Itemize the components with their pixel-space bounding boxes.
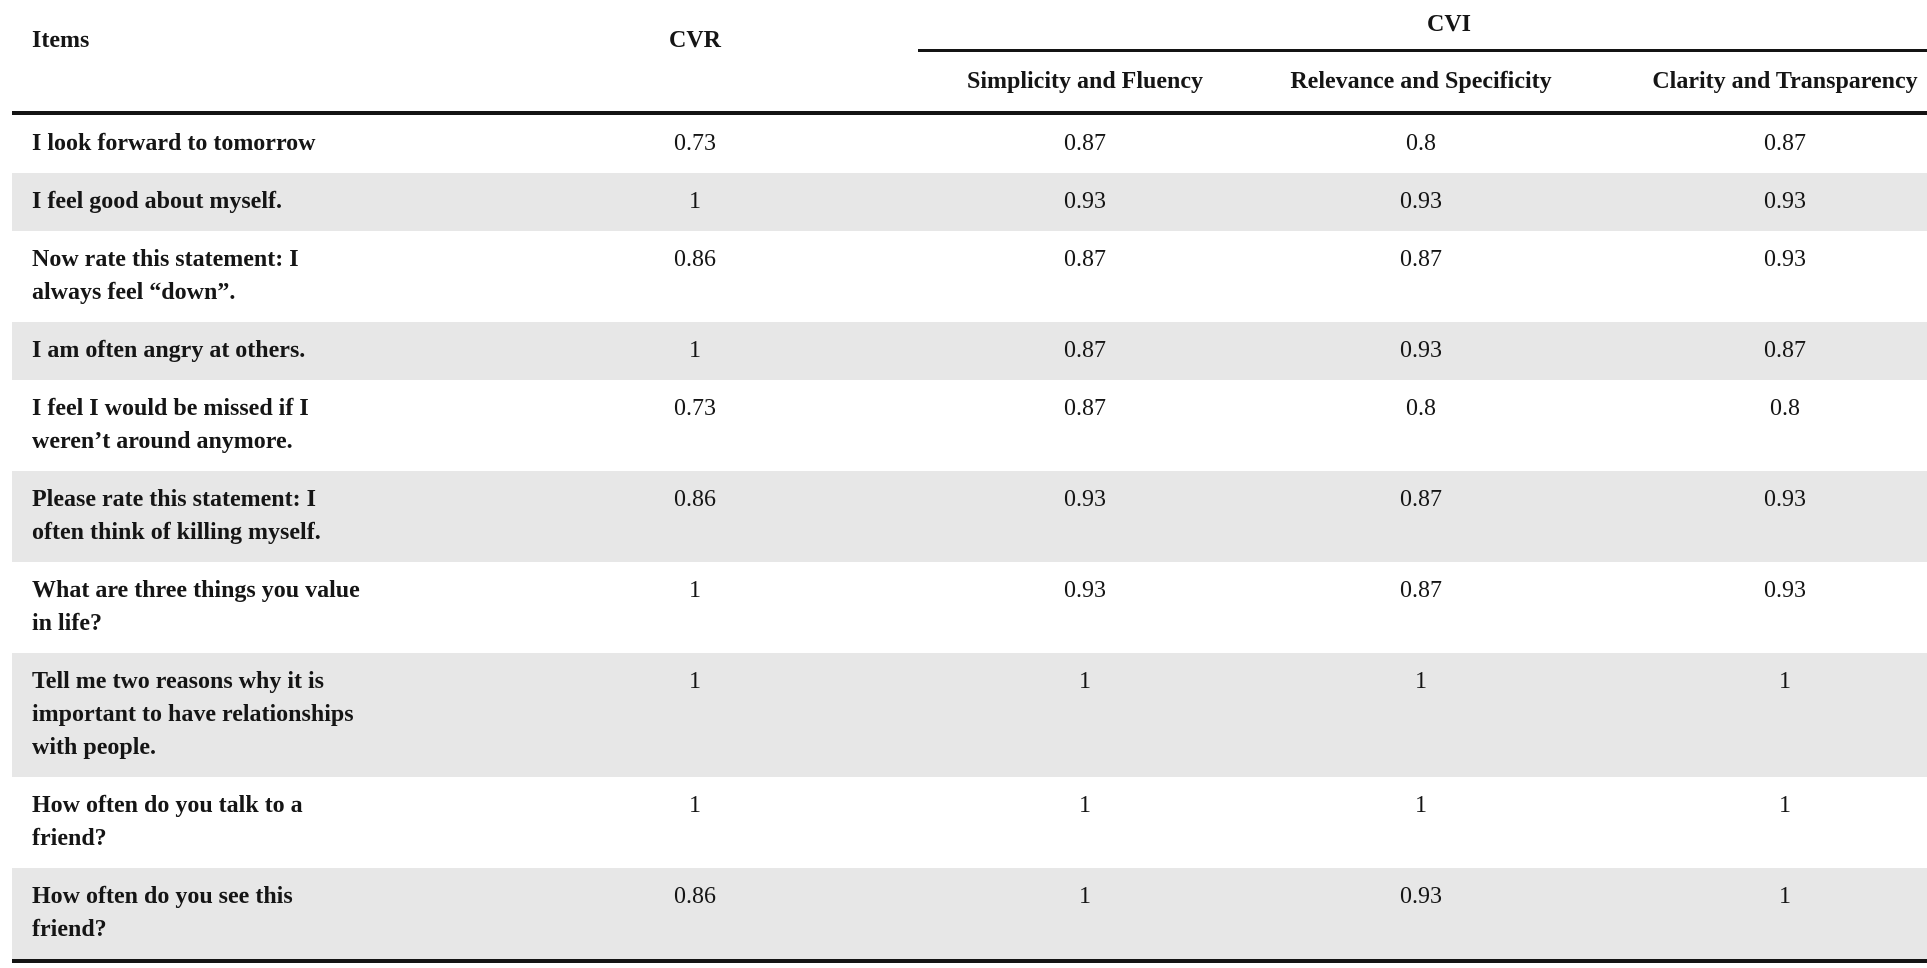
cvr-value: 1 [689, 188, 701, 214]
table-row: What are three things you value in life?… [12, 562, 1927, 653]
simplicity-value: 1 [918, 868, 1252, 963]
clarity-value: 0.87 [1764, 337, 1806, 363]
spacer-cell [780, 562, 918, 653]
simplicity-value: 0.93 [1064, 188, 1106, 214]
simplicity-value: 0.93 [1064, 577, 1106, 603]
content-validity-table: Items CVR CVI Simplicity and Fluency Rel… [12, 0, 1927, 963]
clarity-value: 1 [1779, 792, 1791, 818]
item-text: Tell me two reasons why it is important … [32, 668, 354, 760]
simplicity-value: 0.87 [1064, 246, 1106, 272]
item-text: I feel I would be missed if I weren’t ar… [32, 395, 309, 454]
relevance-value: 1 [1415, 792, 1427, 818]
cvr-value: 1 [689, 337, 701, 363]
item-text: Please rate this statement: I often thin… [32, 486, 321, 545]
cvr-value: 0.73 [674, 395, 716, 421]
simplicity-value: 0.93 [1064, 486, 1106, 512]
relevance-value: 0.8 [1406, 395, 1436, 421]
spacer-cell [780, 471, 918, 562]
clarity-value: 0.93 [1764, 246, 1806, 272]
simplicity-value: 1 [1079, 792, 1091, 818]
relevance-value: 0.93 [1400, 188, 1442, 214]
column-header-clarity: Clarity and Transparency [1590, 50, 1927, 115]
cvr-value: 0.86 [610, 868, 780, 963]
relevance-value: 1 [1415, 668, 1427, 694]
table-header: Items CVR CVI Simplicity and Fluency Rel… [12, 0, 1927, 115]
item-text: Now rate this statement: I always feel “… [32, 246, 299, 305]
relevance-value: 0.93 [1400, 337, 1442, 363]
cvr-value: 1 [689, 577, 701, 603]
item-text: I feel good about myself. [32, 188, 282, 214]
relevance-value: 0.87 [1400, 486, 1442, 512]
item-text: I am often angry at others. [32, 337, 306, 363]
spacer-cell [780, 322, 918, 380]
cvr-value: 0.86 [674, 486, 716, 512]
column-group-header-cvi: CVI [918, 0, 1927, 52]
cvr-value: 0.73 [674, 130, 716, 156]
relevance-value: 0.93 [1252, 868, 1590, 963]
table-row: I am often angry at others. 1 0.87 0.93 … [12, 322, 1927, 380]
simplicity-value: 1 [1079, 668, 1091, 694]
spacer-cell [780, 777, 918, 868]
table-row: How often do you talk to a friend? 1 1 1… [12, 777, 1927, 868]
column-header-items: Items [12, 0, 610, 115]
relevance-value: 0.87 [1400, 246, 1442, 272]
relevance-value: 0.87 [1400, 577, 1442, 603]
clarity-value: 1 [1779, 668, 1791, 694]
spacer-cell [780, 868, 918, 963]
table-row: Please rate this statement: I often thin… [12, 471, 1927, 562]
item-text: I look forward to tomorrow [32, 130, 316, 156]
clarity-value: 0.87 [1764, 130, 1806, 156]
simplicity-value: 0.87 [1064, 337, 1106, 363]
clarity-value: 0.8 [1770, 395, 1800, 421]
cvr-value: 0.86 [674, 246, 716, 272]
item-text: What are three things you value in life? [32, 577, 360, 636]
spacer-cell [780, 113, 918, 173]
cvr-value: 1 [689, 792, 701, 818]
table-row: Tell me two reasons why it is important … [12, 653, 1927, 777]
spacer-cell [780, 653, 918, 777]
table-row: I look forward to tomorrow 0.73 0.87 0.8… [12, 113, 1927, 173]
clarity-value: 0.93 [1764, 188, 1806, 214]
table-row: I feel I would be missed if I weren’t ar… [12, 380, 1927, 471]
clarity-value: 0.93 [1764, 486, 1806, 512]
header-group-row: Items CVR CVI [12, 0, 1927, 115]
clarity-value: 1 [1590, 868, 1927, 963]
spacer-cell [780, 231, 918, 322]
simplicity-value: 0.87 [1064, 395, 1106, 421]
table-row: Now rate this statement: I always feel “… [12, 231, 1927, 322]
spacer-cell [780, 173, 918, 231]
cvr-value: 1 [689, 668, 701, 694]
item-text: How often do you talk to a friend? [32, 792, 303, 851]
table-row: How often do you see this friend? 0.86 1… [12, 868, 1927, 963]
item-text: How often do you see this friend? [12, 868, 610, 963]
column-header-relevance: Relevance and Specificity [1252, 50, 1590, 115]
table-row: I feel good about myself. 1 0.93 0.93 0.… [12, 173, 1927, 231]
header-spacer-cell [780, 0, 918, 115]
column-header-simplicity: Simplicity and Fluency [918, 50, 1252, 115]
header-sub-row: Simplicity and Fluency Relevance and Spe… [12, 50, 1927, 115]
column-header-cvr: CVR [610, 0, 780, 115]
relevance-value: 0.8 [1406, 130, 1436, 156]
clarity-value: 0.93 [1764, 577, 1806, 603]
spacer-cell [780, 380, 918, 471]
table-body: I look forward to tomorrow 0.73 0.87 0.8… [12, 113, 1927, 963]
simplicity-value: 0.87 [1064, 130, 1106, 156]
